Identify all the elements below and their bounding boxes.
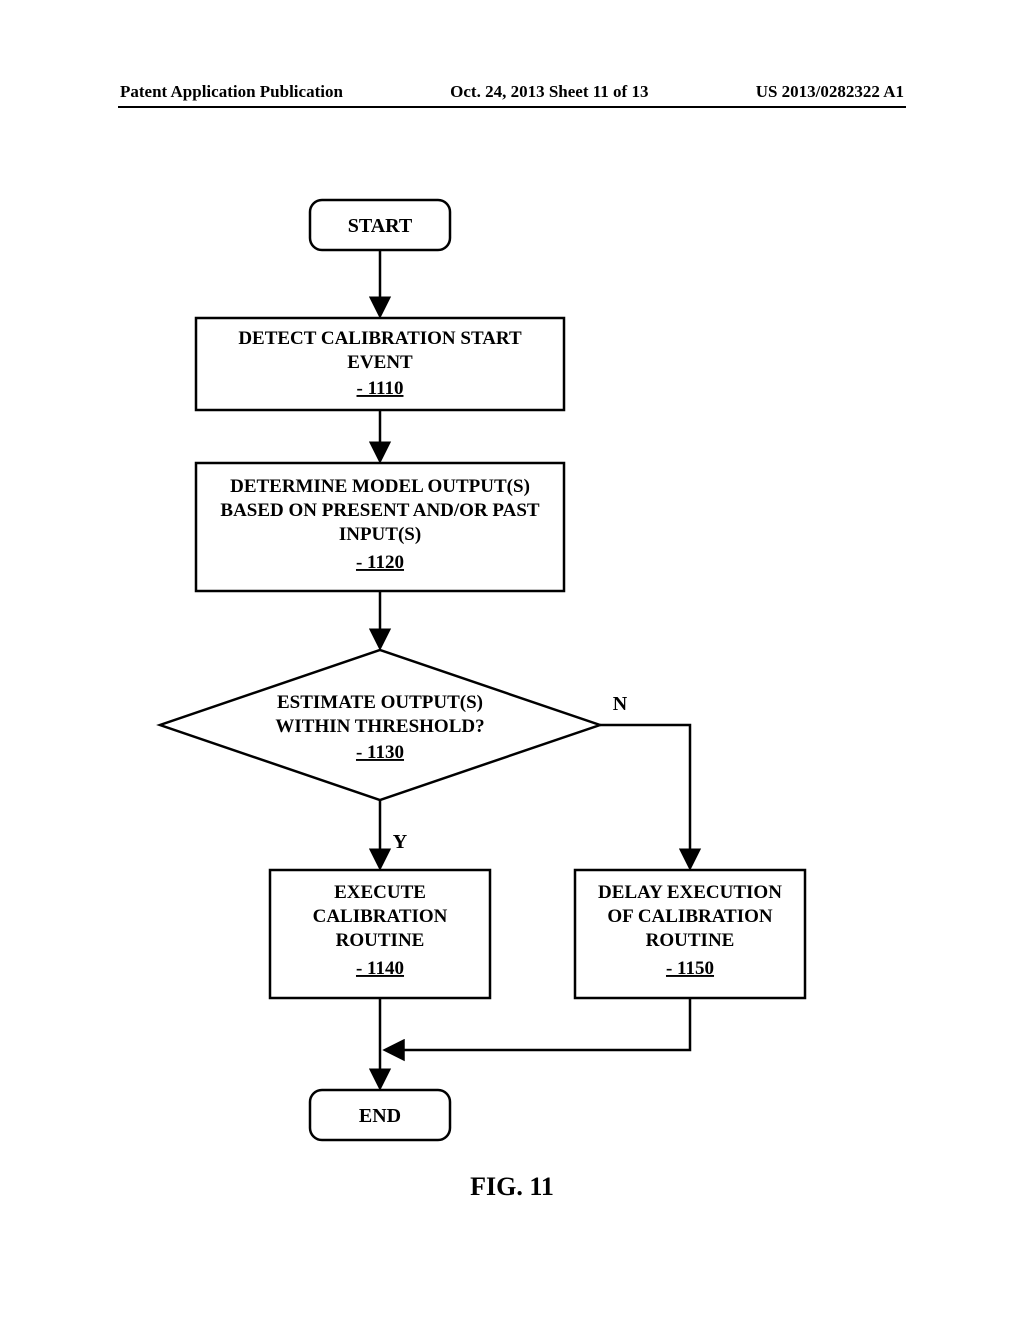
label-1130-ref: - 1130 <box>356 742 404 763</box>
label-1140-l1: EXECUTE <box>334 882 426 903</box>
flowchart-svg: START DETECT CALIBRATION START EVENT - 1… <box>0 0 1024 1320</box>
label-1120-l3: INPUT(S) <box>339 524 421 545</box>
label-1140-l3: ROUTINE <box>336 930 425 951</box>
edge-1150-merge <box>386 998 690 1050</box>
label-1120-ref: - 1120 <box>356 552 404 573</box>
edge-label-n: N <box>613 693 628 715</box>
edge-label-y: Y <box>393 831 408 853</box>
label-1120-l1: DETERMINE MODEL OUTPUT(S) <box>230 476 530 497</box>
label-1110-l2: EVENT <box>347 352 413 373</box>
label-1150-l2: OF CALIBRATION <box>607 906 772 927</box>
label-1130-l2: WITHIN THRESHOLD? <box>275 716 484 737</box>
label-1120-l2: BASED ON PRESENT AND/OR PAST <box>220 500 540 521</box>
label-1150-ref: - 1150 <box>666 958 714 979</box>
page: Patent Application Publication Oct. 24, … <box>0 0 1024 1320</box>
edge-1130-1150 <box>600 725 690 867</box>
label-1150-l1: DELAY EXECUTION <box>598 882 782 903</box>
label-1140-l2: CALIBRATION <box>313 906 448 927</box>
label-1130-l1: ESTIMATE OUTPUT(S) <box>277 692 483 713</box>
label-1140-ref: - 1140 <box>356 958 404 979</box>
label-1110-l1: DETECT CALIBRATION START <box>238 328 522 349</box>
figure-caption: FIG. 11 <box>0 1172 1024 1202</box>
label-1150-l3: ROUTINE <box>646 930 735 951</box>
label-start: START <box>348 215 413 237</box>
label-end: END <box>359 1105 401 1127</box>
label-1110-ref: - 1110 <box>357 378 404 399</box>
